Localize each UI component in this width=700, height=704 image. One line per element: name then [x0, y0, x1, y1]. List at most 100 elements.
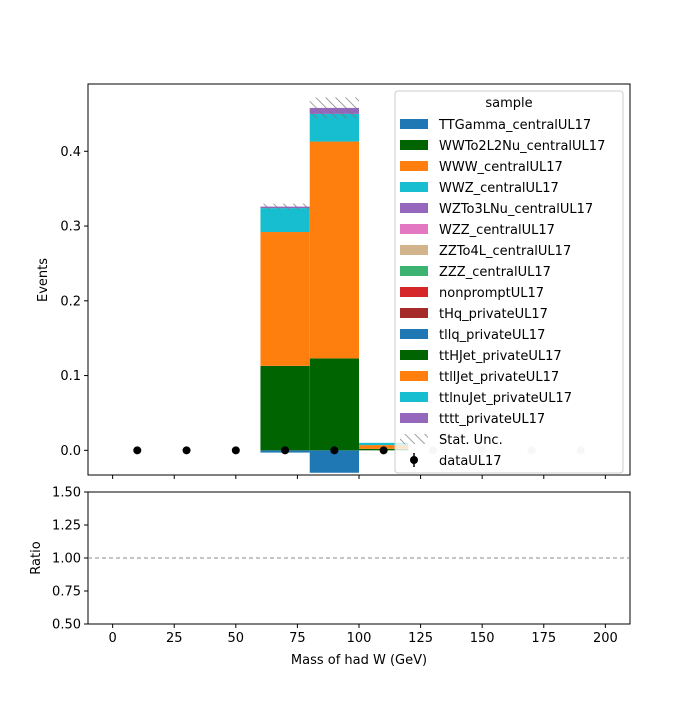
- x-tick-label: 125: [408, 631, 433, 646]
- legend-swatch: [400, 140, 428, 150]
- ratio-y-tick-label: 1.25: [52, 519, 81, 534]
- legend-swatch: [400, 266, 428, 276]
- legend-label: WWZ_centralUL17: [439, 181, 559, 196]
- ratio-y-axis: 0.50 0.75 1.00 1.25 1.50: [52, 486, 88, 633]
- x-axis-label: Mass of had W (GeV): [291, 653, 427, 668]
- legend-item-data: dataUL17: [410, 453, 502, 469]
- legend-label: tHq_privateUL17: [439, 307, 548, 322]
- data-point: [281, 446, 290, 455]
- bar-segment: [260, 365, 310, 451]
- legend-item: tttt_privateUL17: [400, 412, 545, 427]
- bar-segment: [260, 208, 310, 233]
- bar-segment: [309, 358, 359, 451]
- legend-label: WWTo2L2Nu_centralUL17: [439, 139, 605, 154]
- legend-label: Stat. Unc.: [439, 433, 503, 448]
- legend-label: ZZZ_centralUL17: [439, 265, 551, 280]
- legend-swatch: [400, 224, 428, 234]
- x-tick-label: 100: [347, 631, 372, 646]
- legend-swatch: [400, 329, 428, 339]
- bar-segment: [309, 113, 359, 142]
- y-axis: 0.0 0.1 0.2 0.3 0.4: [60, 145, 88, 459]
- legend-marker: [410, 456, 418, 464]
- x-tick-label: 200: [593, 631, 618, 646]
- data-point: [133, 446, 142, 455]
- x-axis: 0 25 50 75 100 125 150 175 200: [108, 624, 618, 646]
- data-point: [231, 446, 240, 455]
- legend-label: WWW_centralUL17: [439, 160, 563, 175]
- legend-title: sample: [485, 96, 532, 111]
- bar-segment: [359, 442, 409, 446]
- ratio-y-tick-label: 1.50: [52, 486, 81, 501]
- stat-uncertainty-bands: [260, 97, 359, 210]
- legend-swatch: [400, 161, 428, 171]
- ratio-y-tick-label: 1.00: [52, 552, 81, 567]
- legend-swatch: [400, 119, 428, 129]
- y-tick-label: 0.0: [60, 444, 81, 459]
- y-tick-label: 0.3: [60, 220, 81, 235]
- legend-item: ZZZ_centralUL17: [400, 265, 551, 280]
- legend-label: tllq_privateUL17: [439, 328, 545, 343]
- ratio-y-tick-label: 0.75: [52, 585, 81, 600]
- ratio-plot-area: [87, 491, 631, 625]
- x-tick-label: 50: [228, 631, 245, 646]
- legend-swatch: [400, 371, 428, 381]
- x-tick-label: 75: [289, 631, 306, 646]
- legend-swatch: [400, 245, 428, 255]
- bar-segment: [260, 232, 310, 366]
- legend-label: TTGamma_centralUL17: [438, 118, 591, 133]
- legend: sample TTGamma_centralUL17 WWTo2L2Nu_cent…: [394, 90, 624, 474]
- legend-label: ttHJet_privateUL17: [439, 349, 562, 364]
- legend-item: WZTo3LNu_centralUL17: [400, 202, 593, 217]
- legend-item-stat-unc: Stat. Unc.: [400, 433, 503, 448]
- legend-label: ttllJet_privateUL17: [439, 370, 559, 385]
- legend-swatch: [400, 182, 428, 192]
- ratio-panel: 0.50 0.75 1.00 1.25 1.50 0 25 50 75 100 125 150 175…: [29, 486, 631, 668]
- legend-item: WWTo2L2Nu_centralUL17: [400, 139, 605, 154]
- legend-label: ttlnuJet_privateUL17: [439, 391, 572, 406]
- x-tick-label: 0: [108, 631, 116, 646]
- x-tick-label: 25: [166, 631, 183, 646]
- legend-item: WZZ_centralUL17: [400, 223, 555, 238]
- legend-label: tttt_privateUL17: [439, 412, 545, 427]
- bar-segment: [309, 141, 359, 359]
- legend-item: ttlnuJet_privateUL17: [400, 391, 572, 406]
- legend-label: WZZ_centralUL17: [439, 223, 555, 238]
- legend-label: WZTo3LNu_centralUL17: [439, 202, 593, 217]
- ratio-y-axis-label: Ratio: [29, 541, 44, 574]
- legend-label: nonpromptUL17: [439, 286, 544, 301]
- legend-swatch: [400, 392, 428, 402]
- legend-item: WWW_centralUL17: [400, 160, 563, 175]
- legend-swatch: [400, 287, 428, 297]
- y-axis-label: Events: [36, 258, 51, 302]
- legend-label: ZZTo4L_centralUL17: [439, 244, 571, 259]
- legend-item: WWZ_centralUL17: [400, 181, 559, 196]
- legend-item: TTGamma_centralUL17: [400, 118, 591, 133]
- legend-item: tllq_privateUL17: [400, 328, 545, 343]
- x-tick-label: 150: [470, 631, 495, 646]
- data-point: [379, 446, 388, 455]
- y-tick-label: 0.4: [60, 145, 81, 160]
- ratio-y-tick-label: 0.50: [52, 618, 81, 633]
- x-axis-ticks-main: [112, 475, 606, 479]
- legend-item: tHq_privateUL17: [400, 307, 548, 322]
- legend-swatch: [400, 203, 428, 213]
- y-tick-label: 0.1: [60, 369, 81, 384]
- stat-unc-band: [260, 203, 310, 210]
- legend-item: ZZTo4L_centralUL17: [400, 244, 571, 259]
- data-point: [182, 446, 191, 455]
- legend-swatch: [400, 308, 428, 318]
- legend-swatch-hatch: [400, 434, 428, 444]
- legend-frame: [394, 90, 624, 474]
- stat-unc-band: [309, 97, 359, 119]
- legend-label: dataUL17: [439, 454, 502, 469]
- legend-swatch: [400, 413, 428, 423]
- legend-items: TTGamma_centralUL17 WWTo2L2Nu_centralUL17…: [400, 118, 605, 469]
- legend-item: ttHJet_privateUL17: [400, 349, 562, 364]
- x-tick-label: 175: [531, 631, 556, 646]
- y-tick-label: 0.2: [60, 294, 81, 309]
- data-point: [330, 446, 339, 455]
- legend-item: nonpromptUL17: [400, 286, 544, 301]
- bar-segment: [309, 450, 359, 473]
- legend-swatch: [400, 350, 428, 360]
